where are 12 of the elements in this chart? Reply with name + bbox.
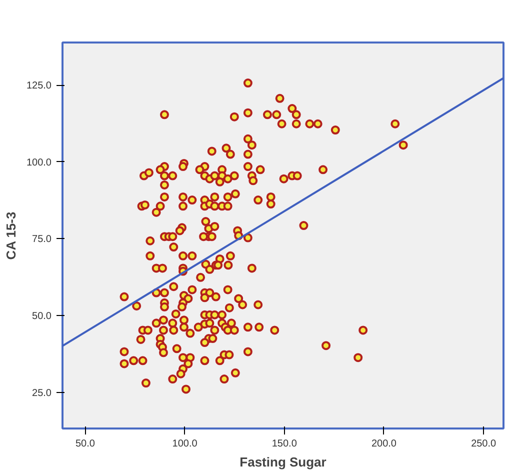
x-tick-label: 50.0 — [75, 438, 96, 450]
y-tick-label: 25.0 — [32, 388, 52, 399]
x-tick-label: 150.0 — [272, 438, 298, 450]
y-tick-label: 125.0 — [26, 80, 52, 92]
x-axis-title: Fasting Sugar — [240, 454, 326, 470]
x-tick-label: 200.0 — [371, 438, 397, 450]
y-tick-label: 100.0 — [26, 157, 52, 168]
y-axis-title: CA 15-3 — [3, 212, 18, 260]
x-tick-label: 100.0 — [172, 438, 198, 450]
y-tick-label: 75.0 — [32, 234, 52, 246]
x-tick-label: 250.0 — [471, 438, 497, 450]
y-tick-label: 50.0 — [32, 310, 52, 322]
